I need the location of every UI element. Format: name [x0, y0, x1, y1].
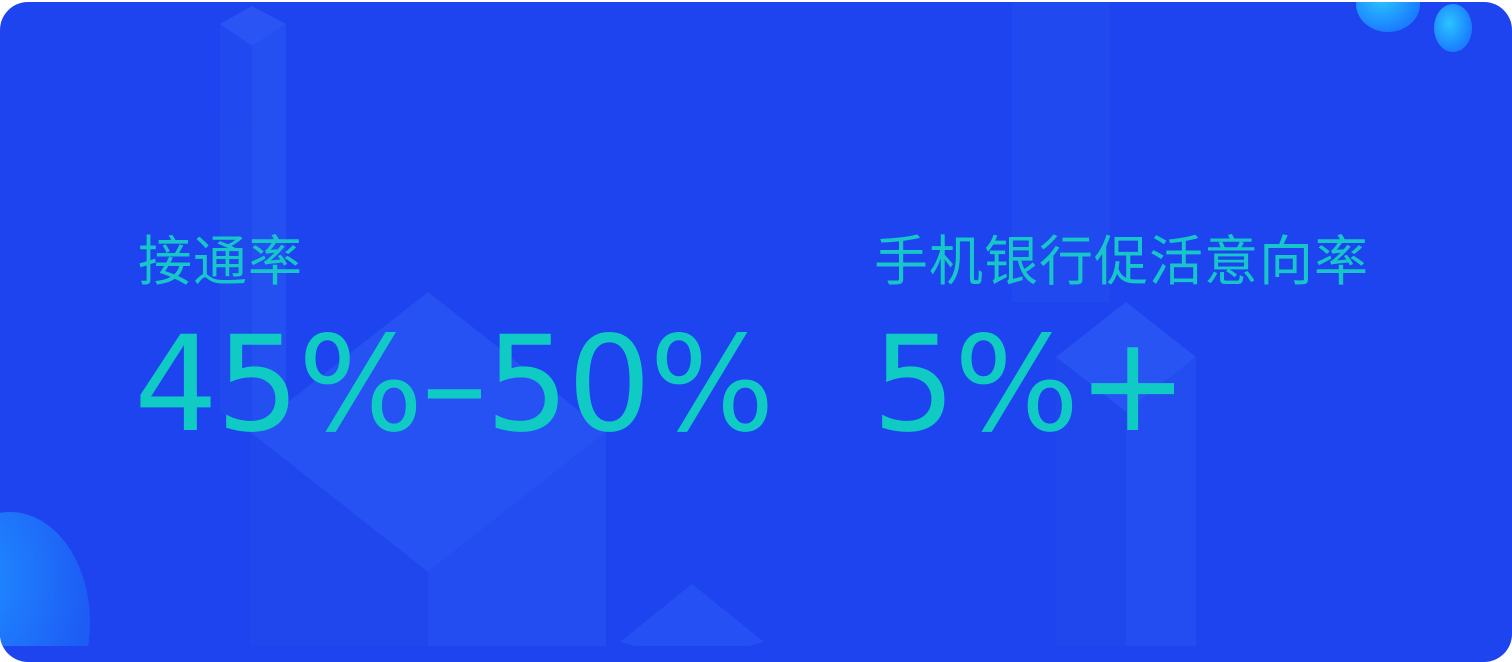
- deco-column-right: [1012, 2, 1110, 302]
- deco-cube-right: [1056, 302, 1196, 646]
- bubble-large: [1356, 2, 1420, 32]
- metric-value: 5%+: [872, 308, 1188, 462]
- metric-label: 接通率: [138, 230, 303, 293]
- deco-cube-center: [250, 292, 606, 646]
- metric-value: 45%–50%: [134, 308, 775, 462]
- deco-column-left: [220, 6, 286, 432]
- deco-cube-bottom: [620, 584, 764, 646]
- bubble-small: [1434, 4, 1472, 52]
- isometric-background: [0, 2, 1472, 646]
- metric-label: 手机银行促活意向率: [874, 230, 1369, 293]
- corner-blob: [0, 512, 90, 646]
